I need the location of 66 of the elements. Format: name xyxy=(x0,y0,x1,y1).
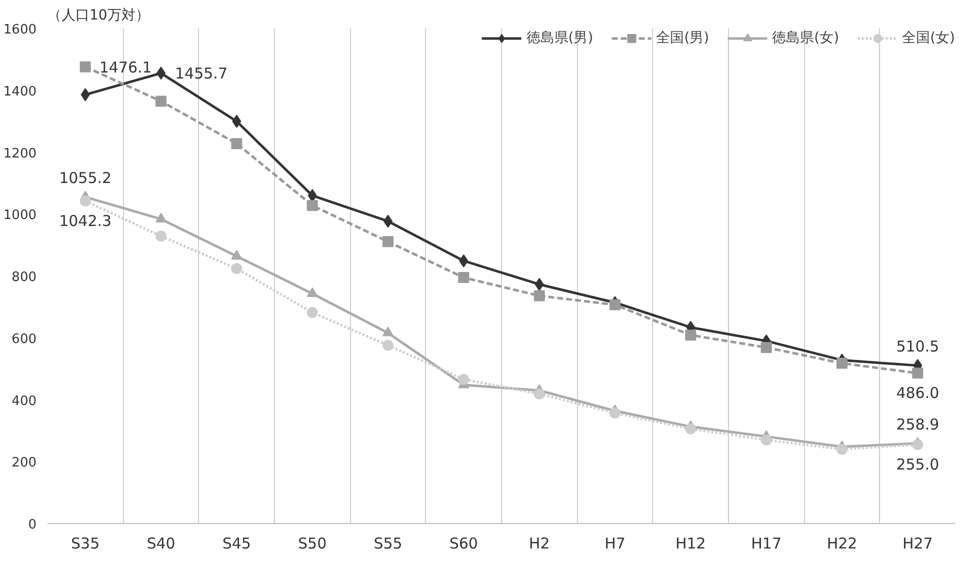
annotation: 255.0 xyxy=(896,456,940,474)
point xyxy=(80,61,91,72)
point xyxy=(685,423,696,434)
y-tick-label: 1600 xyxy=(3,22,37,38)
point xyxy=(231,263,242,274)
point xyxy=(231,138,242,150)
point xyxy=(382,236,394,248)
point xyxy=(231,250,242,260)
y-tick-label: 800 xyxy=(12,270,37,285)
point xyxy=(760,342,772,353)
y-tick-label: 1200 xyxy=(3,146,37,162)
point xyxy=(306,307,318,318)
y-tick-label: 400 xyxy=(12,394,37,409)
point xyxy=(232,114,242,128)
legend-label: 徳島県(男) xyxy=(526,29,594,47)
x-tick-label: S40 xyxy=(146,534,176,552)
x-tick-label: H7 xyxy=(604,534,626,552)
x-tick-label: S50 xyxy=(298,534,327,552)
x-tick-label: H17 xyxy=(751,534,782,552)
annotation: 510.5 xyxy=(896,338,940,356)
point xyxy=(459,254,468,268)
point xyxy=(306,287,318,298)
legend-label: 全国(女) xyxy=(902,29,955,47)
annotation: 1055.2 xyxy=(59,169,112,188)
point xyxy=(382,340,394,351)
y-tick-label: 200 xyxy=(12,456,37,471)
point xyxy=(534,388,545,400)
point xyxy=(458,272,470,284)
x-tick-label: H12 xyxy=(675,534,706,552)
annotation: 1455.7 xyxy=(175,64,228,83)
x-tick-label: S60 xyxy=(449,534,478,552)
point xyxy=(610,299,620,310)
point xyxy=(156,212,166,222)
y-tick-label: 1000 xyxy=(3,208,37,224)
x-tick-label: H22 xyxy=(826,534,858,552)
point xyxy=(458,374,470,385)
point xyxy=(156,96,166,107)
y-tick-label: 1400 xyxy=(3,84,37,100)
x-tick-label: H27 xyxy=(902,534,933,552)
point xyxy=(382,326,394,336)
y-tick-label: 600 xyxy=(12,332,37,347)
point xyxy=(610,408,620,419)
legend-label: 徳島県(女) xyxy=(772,29,840,47)
point xyxy=(80,196,91,207)
legend-label: 全国(男) xyxy=(656,29,710,47)
x-tick-label: H2 xyxy=(528,534,550,552)
point xyxy=(685,330,696,341)
point xyxy=(306,200,318,211)
point xyxy=(836,444,848,455)
annotation: 1476.1 xyxy=(99,58,152,76)
point xyxy=(534,290,545,302)
point xyxy=(156,230,166,242)
y-tick-label: 0 xyxy=(28,518,37,532)
point xyxy=(760,434,772,446)
point xyxy=(912,368,924,379)
annotation: 486.0 xyxy=(896,384,940,402)
annotation: 1042.3 xyxy=(59,212,112,230)
point xyxy=(912,439,924,450)
x-tick-label: S45 xyxy=(222,534,251,552)
y-axis-title: （人口10万対） xyxy=(48,8,150,24)
x-tick-label: S55 xyxy=(374,534,402,552)
annotation: 258.9 xyxy=(896,415,940,434)
point xyxy=(80,88,90,102)
point xyxy=(836,358,848,369)
x-tick-label: S35 xyxy=(71,534,100,552)
point xyxy=(534,278,544,291)
